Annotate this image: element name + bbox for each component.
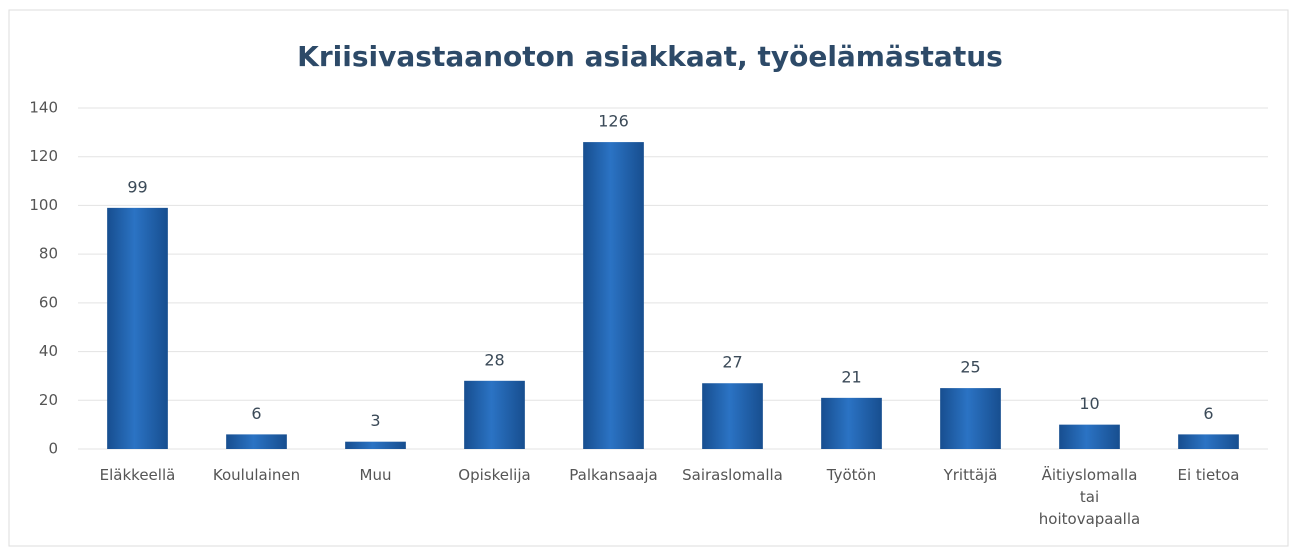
y-tick-label: 0 [48,440,58,458]
x-tick-label: Äitiyslomalla tai hoitovapaalla [1038,466,1141,528]
y-tick-label: 120 [29,147,58,165]
bar [345,441,406,449]
x-tick-label: Muu [359,466,392,484]
y-tick-label: 20 [39,391,58,409]
bar [226,434,287,449]
bar [107,207,168,449]
data-label: 3 [370,411,380,430]
x-tick-label: Työtön [826,466,877,484]
data-label: 28 [484,350,504,369]
x-tick-label: Sairaslomalla [682,466,783,484]
x-tick-label: Opiskelija [458,466,531,484]
data-label: 25 [960,358,980,377]
data-label: 99 [127,177,147,196]
y-tick-label: 60 [39,293,58,311]
bar [464,380,525,449]
y-tick-label: 140 [29,99,58,117]
data-label: 126 [598,112,629,131]
y-tick-label: 40 [39,342,58,360]
data-label: 6 [251,404,261,423]
data-label: 6 [1203,404,1213,423]
data-label: 21 [841,367,861,386]
bar [1059,424,1120,449]
bar [702,383,763,449]
x-tick-label: Ei tietoa [1177,466,1240,484]
data-label: 10 [1079,394,1099,413]
bar [940,388,1001,449]
y-tick-label: 100 [29,196,58,214]
x-tick-label: Koululainen [212,466,301,484]
x-tick-label: Eläkkeellä [99,466,176,484]
x-tick-label: Palkansaaja [569,466,658,484]
bar [583,142,644,449]
chart-title: Kriisivastaanoton asiakkaat, työelämästa… [297,40,1003,73]
bar [821,397,882,449]
chart-border [8,9,1289,547]
bar [1178,434,1239,449]
data-label: 27 [722,353,742,372]
y-tick-label: 80 [39,245,58,263]
x-tick-label: Yrittäjä [943,466,998,484]
